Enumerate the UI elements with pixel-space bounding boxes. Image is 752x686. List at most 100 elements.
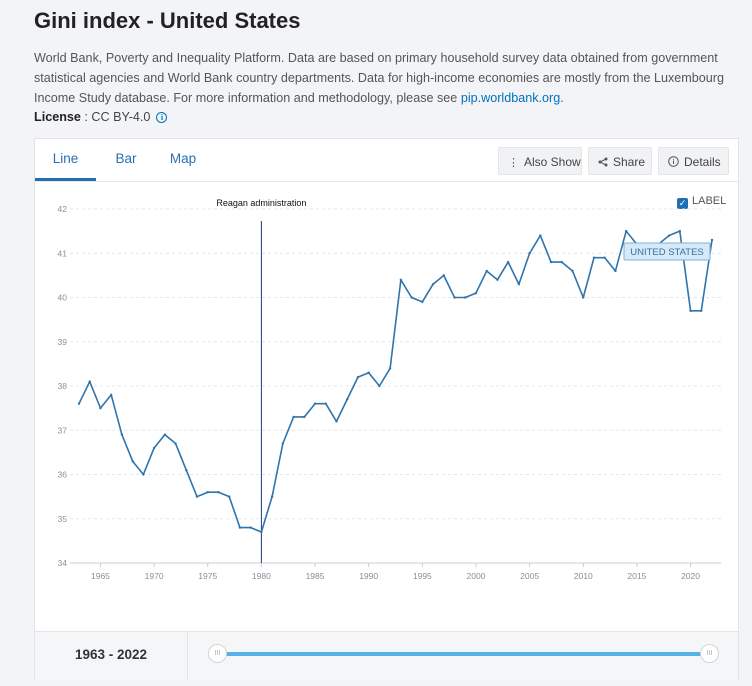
data-point [571, 269, 574, 273]
y-tick-label: 36 [58, 470, 68, 480]
chart-card: Line Bar Map ⋮ Also Show Share Details ✓ L… [34, 138, 739, 680]
data-point [667, 234, 671, 237]
label-toggle[interactable]: ✓ LABEL [677, 193, 726, 209]
data-point [442, 274, 445, 277]
data-point [99, 406, 102, 410]
y-tick-label: 40 [58, 293, 68, 303]
more-vertical-icon: ⋮ [508, 157, 519, 169]
y-tick-label: 39 [58, 337, 68, 347]
data-point [399, 278, 403, 281]
data-point [346, 398, 349, 401]
data-point [506, 260, 510, 264]
annotation-label: Reagan administration [216, 198, 306, 208]
data-point [88, 380, 91, 383]
x-tick-label: 2005 [520, 571, 539, 581]
time-range-footer: 1963 - 2022 III III [35, 631, 738, 680]
data-point [206, 491, 209, 494]
range-end: 2022 [117, 647, 148, 662]
data-point [582, 296, 585, 299]
data-point [195, 495, 199, 498]
tab-map[interactable]: Map [169, 151, 197, 166]
x-tick-label: 2000 [467, 571, 486, 581]
x-tick-label: 1980 [252, 571, 271, 581]
data-point [464, 296, 467, 299]
data-point [710, 238, 714, 242]
x-tick-label: 1965 [91, 571, 110, 581]
data-point [77, 402, 81, 405]
x-tick-label: 1995 [413, 571, 432, 581]
data-point [560, 260, 563, 264]
data-point [603, 256, 606, 259]
data-point [228, 495, 231, 498]
x-tick-label: 1985 [306, 571, 325, 581]
slider-start-handle[interactable]: III [208, 644, 227, 663]
data-point [324, 402, 327, 405]
data-point [270, 495, 274, 498]
tab-bar[interactable]: Bar [115, 151, 137, 166]
share-button[interactable]: Share [588, 147, 652, 175]
x-tick-label: 1970 [145, 571, 164, 581]
data-point [517, 283, 521, 286]
tab-line[interactable]: Line [35, 139, 96, 181]
y-tick-label: 34 [58, 558, 68, 568]
data-point [238, 526, 242, 529]
source-link[interactable]: pip.worldbank.org [460, 91, 561, 105]
data-point [539, 234, 542, 237]
details-label: Details [684, 155, 721, 169]
x-tick-label: 1990 [359, 571, 378, 581]
description-text: World Bank, Poverty and Inequality Platf… [34, 51, 724, 105]
license-label: License [34, 110, 81, 124]
also-show-label: Also Show [524, 155, 581, 169]
series-label-text: UNITED STATES [630, 247, 704, 258]
info-circle-icon [668, 149, 679, 177]
label-toggle-text: LABEL [692, 195, 727, 207]
data-point [614, 269, 617, 273]
year-range-display: 1963 - 2022 [35, 632, 188, 680]
data-point [528, 252, 531, 255]
data-point [131, 460, 134, 463]
data-point [109, 393, 113, 397]
y-tick-label: 42 [58, 204, 68, 214]
data-point [281, 442, 285, 445]
x-tick-label: 2015 [627, 571, 646, 581]
data-point [249, 526, 252, 529]
y-tick-label: 35 [58, 514, 68, 524]
data-point [388, 367, 392, 370]
share-icon [598, 149, 608, 177]
data-point [335, 420, 338, 423]
data-point [313, 402, 317, 405]
data-point [431, 283, 435, 286]
data-point [700, 309, 703, 312]
page-title: Gini index - United States [34, 8, 301, 33]
y-tick-label: 41 [58, 248, 68, 258]
series-line [78, 230, 713, 533]
data-point [549, 260, 553, 264]
slider-end-handle[interactable]: III [700, 644, 719, 663]
data-point [410, 296, 413, 299]
data-point [292, 415, 295, 419]
x-tick-label: 1975 [198, 571, 217, 581]
details-button[interactable]: Details [658, 147, 729, 175]
data-point [453, 296, 456, 299]
description-end: . [560, 91, 564, 105]
y-tick-label: 37 [58, 425, 68, 435]
year-range-slider[interactable] [217, 652, 709, 656]
data-point [185, 468, 188, 472]
series-label: UNITED STATES [623, 242, 711, 261]
y-tick-label: 38 [58, 381, 68, 391]
data-point [378, 384, 381, 388]
info-icon[interactable]: i [156, 112, 168, 123]
license-value: : CC BY-4.0 [80, 110, 151, 124]
data-point [367, 371, 370, 374]
data-point [152, 446, 156, 450]
chart-tabs: Line Bar Map ⋮ Also Show Share Details [35, 139, 738, 182]
data-point [496, 278, 499, 281]
checkbox-checked-icon[interactable]: ✓ [677, 198, 688, 209]
data-point [260, 530, 263, 534]
data-point [142, 473, 145, 476]
also-show-button[interactable]: ⋮ Also Show [498, 147, 582, 175]
series-label-box [623, 242, 711, 261]
data-point [303, 415, 306, 419]
line-chart: 34 35 36 37 38 39 40 41 42 1965 1970 1975 1980 1985 19… [58, 198, 721, 581]
page-description: World Bank, Poverty and Inequality Platf… [34, 48, 724, 108]
